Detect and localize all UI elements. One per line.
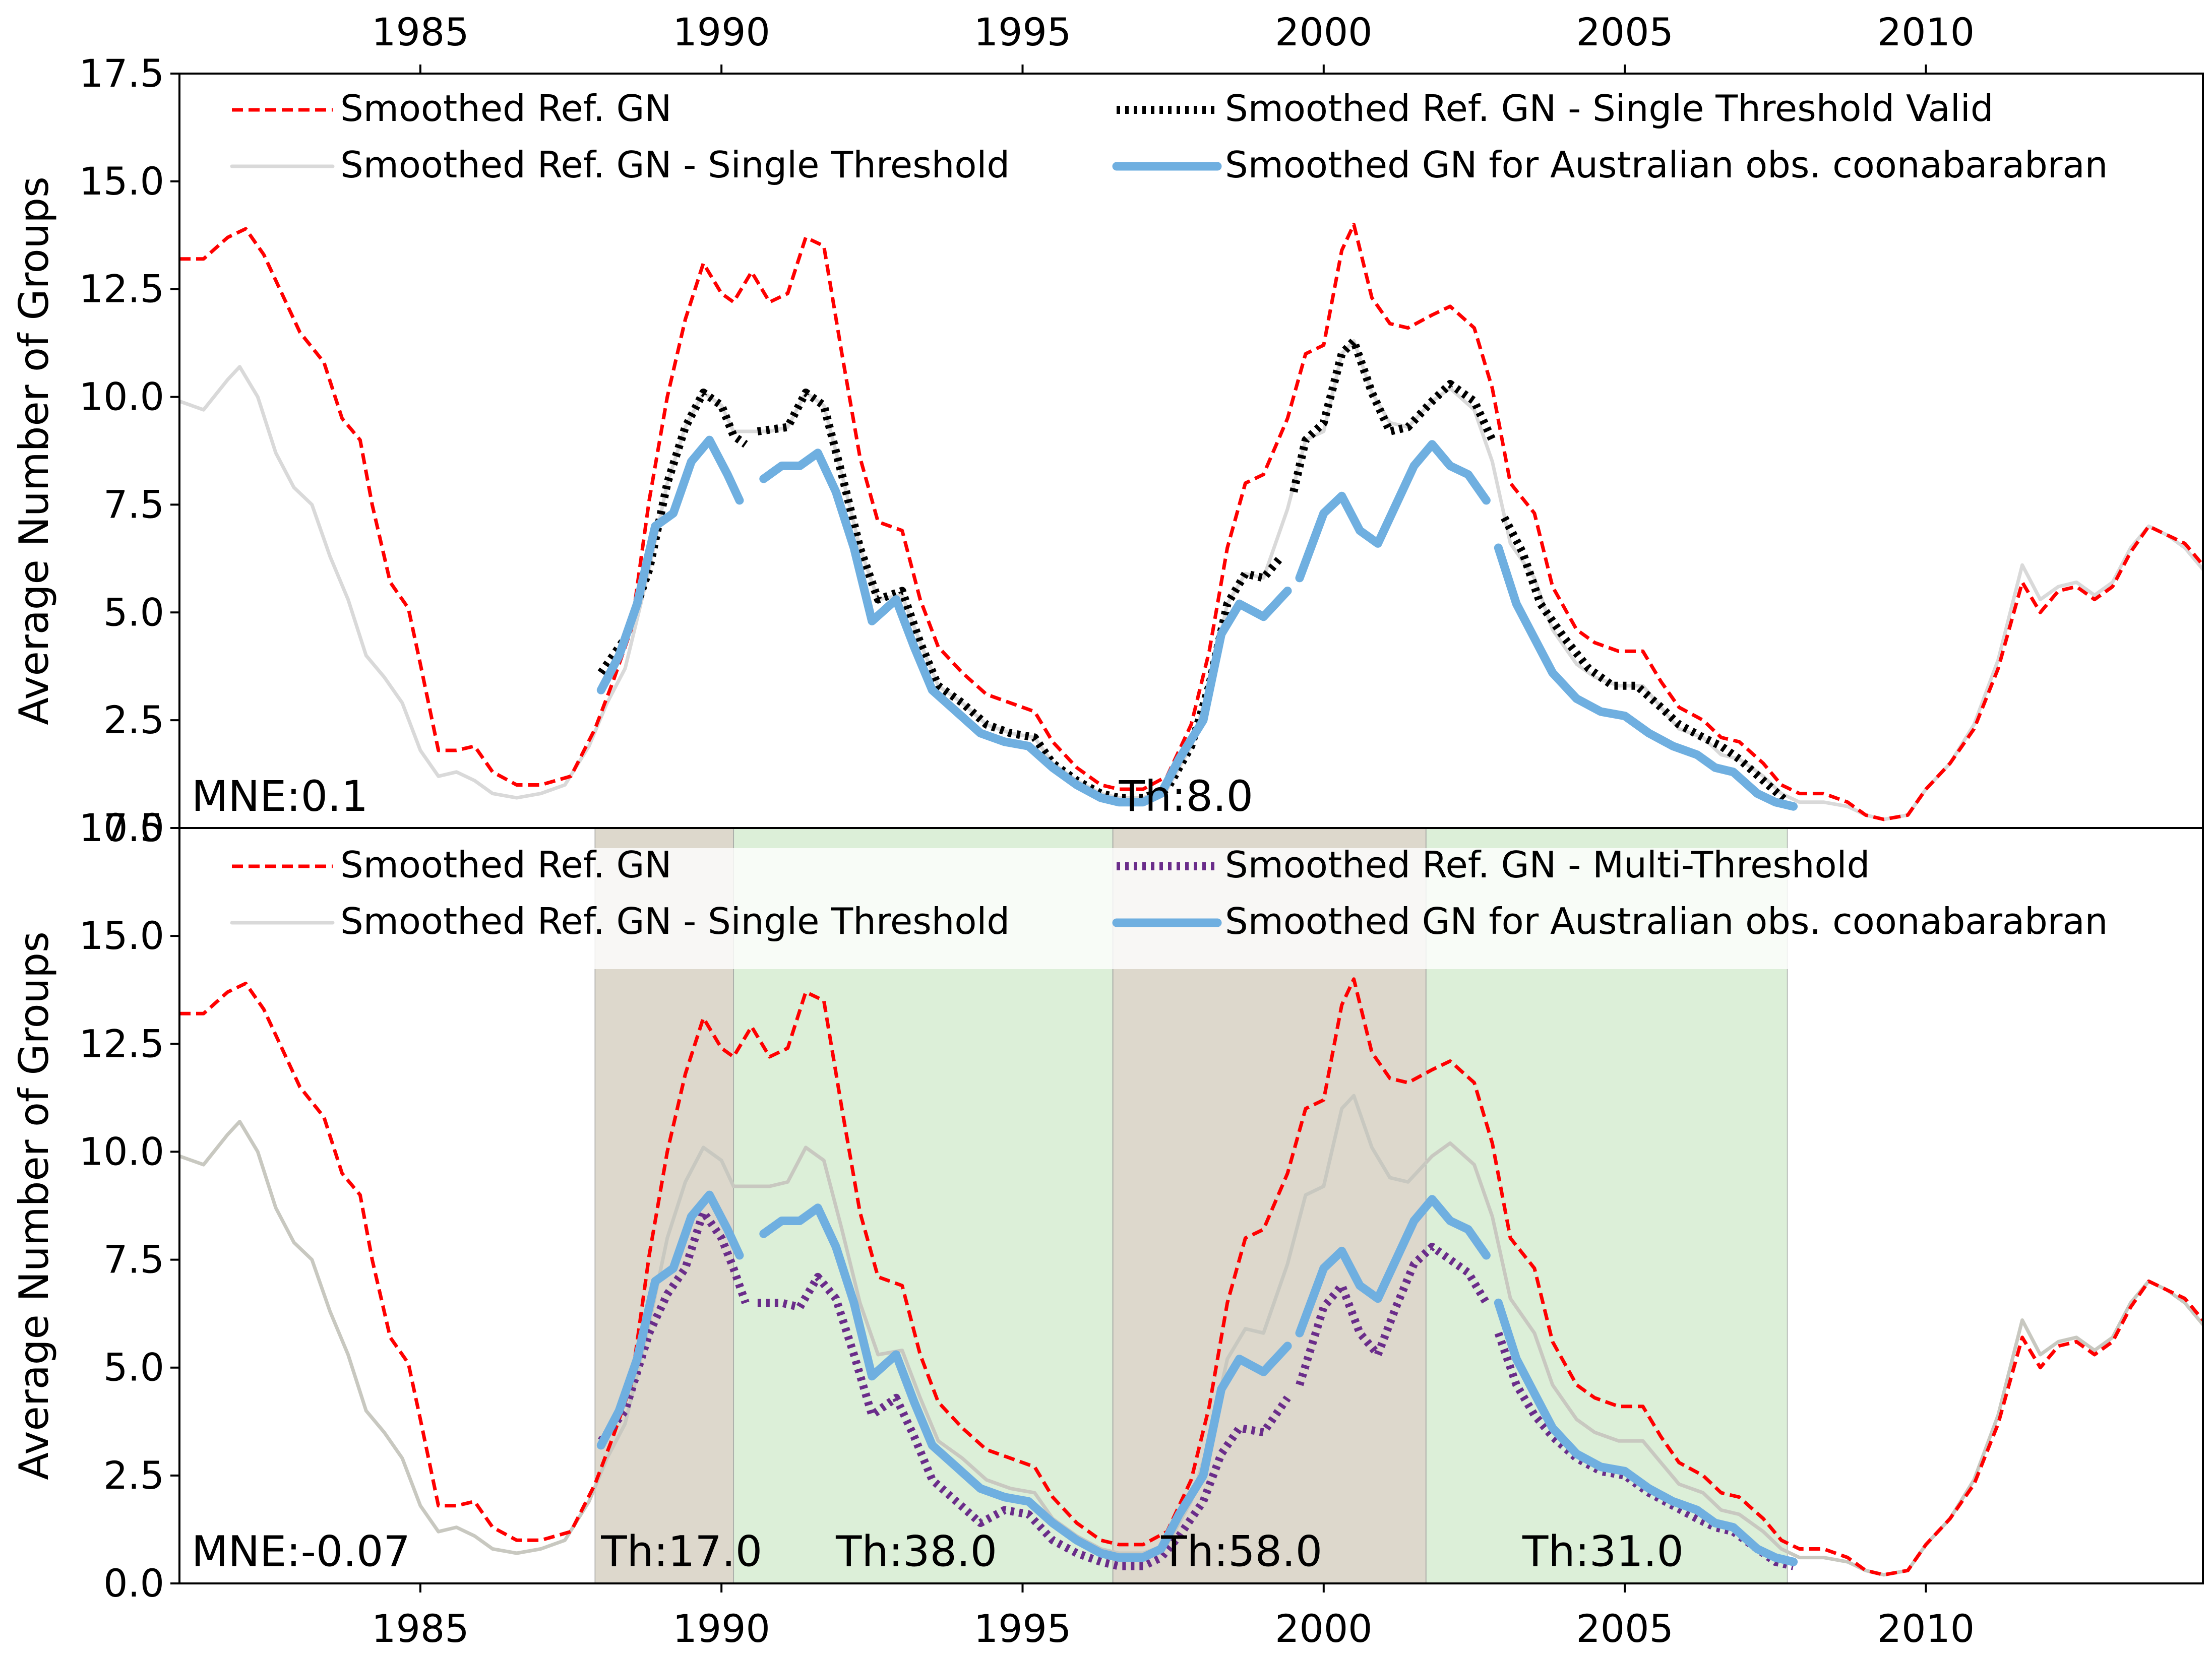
x-tick-label: 2000 — [1275, 1606, 1372, 1651]
y-tick-label: 17.5 — [79, 51, 164, 96]
annotation-th-31-0: Th:31.0 — [1522, 1527, 1684, 1576]
top-panel: 0.0 2.5 5.0 7.5 10.0 12.5 15.0 17.5 1985 1990 1995… — [11, 10, 2204, 850]
y-tick-label: 17.5 — [79, 805, 164, 850]
y-tick-label: 2.5 — [103, 1453, 164, 1498]
y-tick-label: 0.0 — [103, 1561, 164, 1606]
annotation-th-58-0: Th:58.0 — [1160, 1527, 1322, 1576]
series-line-smoothed-ref-gn-single-threshold-valid-segment-3 — [1289, 337, 1496, 493]
series-line-smoothed-gn-for-australian-obs-coonabarabran-segment-1 — [596, 1190, 744, 1450]
series-line-smoothed-ref-gn-multi-threshold-segment-2 — [757, 1272, 1291, 1570]
x-tick-label: 2010 — [1877, 10, 1975, 54]
series-line-smoothed-gn-for-australian-obs-coonabarabran-segment-3 — [1295, 1195, 1491, 1337]
bottom-panel: 0.0 2.5 5.0 7.5 10.0 12.5 15.0 17.5 1985 1990 1995… — [11, 805, 2204, 1651]
y-tick-label: 7.5 — [103, 1237, 164, 1282]
legend-label-smoothed-ref-gn: Smoothed Ref. GN — [340, 844, 671, 886]
y-tick-label: 5.0 — [103, 1345, 164, 1390]
legend-label-smoothed-gn-for-australian-obs-coonabarabran: Smoothed GN for Australian obs. coonabar… — [1225, 900, 2108, 942]
y-tick-label: 12.5 — [79, 267, 164, 311]
series-line-smoothed-gn-for-australian-obs-coonabarabran-segment-2 — [759, 449, 1292, 807]
legend-label-smoothed-gn-for-australian-obs-coonabarabran: Smoothed GN for Australian obs. coonabar… — [1225, 144, 2108, 186]
series-line-smoothed-gn-for-australian-obs-coonabarabran-segment-1 — [596, 435, 744, 694]
y-tick-label: 2.5 — [103, 697, 164, 742]
annotation-mne-0-1: MNE:0.1 — [192, 772, 368, 821]
x-tick-label: 1985 — [372, 1606, 469, 1651]
annotation-th-8-0: Th:8.0 — [1119, 772, 1253, 821]
x-tick-label: 1995 — [974, 10, 1071, 54]
legend-label-smoothed-ref-gn: Smoothed Ref. GN — [340, 87, 671, 130]
y-tick-label: 5.0 — [103, 590, 164, 634]
y-tick-label: 0.0 — [103, 805, 164, 850]
y-tick-label: 15.0 — [79, 159, 164, 204]
x-tick-label: 2005 — [1576, 10, 1673, 54]
legend-label-smoothed-ref-gn-multi-threshold: Smoothed Ref. GN - Multi-Threshold — [1225, 844, 1870, 886]
y-tick-label: 10.0 — [79, 1129, 164, 1174]
annotation-th-38-0: Th:38.0 — [835, 1527, 997, 1576]
legend-box — [217, 94, 2188, 215]
x-tick-label: 1990 — [672, 10, 770, 54]
y-tick-label: 7.5 — [103, 482, 164, 527]
legend-label-smoothed-ref-gn-single-threshold: Smoothed Ref. GN - Single Threshold — [340, 900, 1010, 942]
x-tick-label: 1990 — [672, 1606, 770, 1651]
series-line-smoothed-gn-for-australian-obs-coonabarabran-segment-4 — [1494, 1298, 1798, 1566]
x-tick-label: 1995 — [974, 1606, 1071, 1651]
x-tick-label: 2010 — [1877, 1606, 1975, 1651]
x-tick-label: 2000 — [1275, 10, 1372, 54]
series-line-smoothed-gn-for-australian-obs-coonabarabran-segment-2 — [759, 1203, 1292, 1562]
series-line-smoothed-ref-gn-segment-1 — [179, 222, 2203, 821]
series-line-smoothed-ref-gn-segment-1 — [179, 977, 2203, 1577]
y-axis-label: Average Number of Groups — [11, 176, 57, 725]
series-line-smoothed-gn-for-australian-obs-coonabarabran-segment-3 — [1295, 440, 1491, 583]
y-tick-label: 12.5 — [79, 1021, 164, 1066]
y-axis-label: Average Number of Groups — [11, 931, 57, 1480]
y-tick-label: 15.0 — [79, 913, 164, 958]
legend-label-smoothed-ref-gn-single-threshold: Smoothed Ref. GN - Single Threshold — [340, 144, 1010, 186]
legend-label-smoothed-ref-gn-single-threshold-valid: Smoothed Ref. GN - Single Threshold Vali… — [1225, 87, 1994, 130]
series-line-smoothed-ref-gn-single-threshold-valid-segment-1 — [597, 389, 748, 675]
annotation-mne-0-07: MNE:-0.07 — [192, 1527, 410, 1576]
y-tick-label: 10.0 — [79, 374, 164, 419]
axes-frame — [178, 827, 2204, 1584]
x-tick-label: 2005 — [1576, 1606, 1673, 1651]
series-line-smoothed-gn-for-australian-obs-coonabarabran-segment-4 — [1494, 543, 1798, 811]
annotation-th-17-0: Th:17.0 — [600, 1527, 762, 1576]
legend-box — [217, 848, 2188, 969]
x-tick-label: 1985 — [372, 10, 469, 54]
